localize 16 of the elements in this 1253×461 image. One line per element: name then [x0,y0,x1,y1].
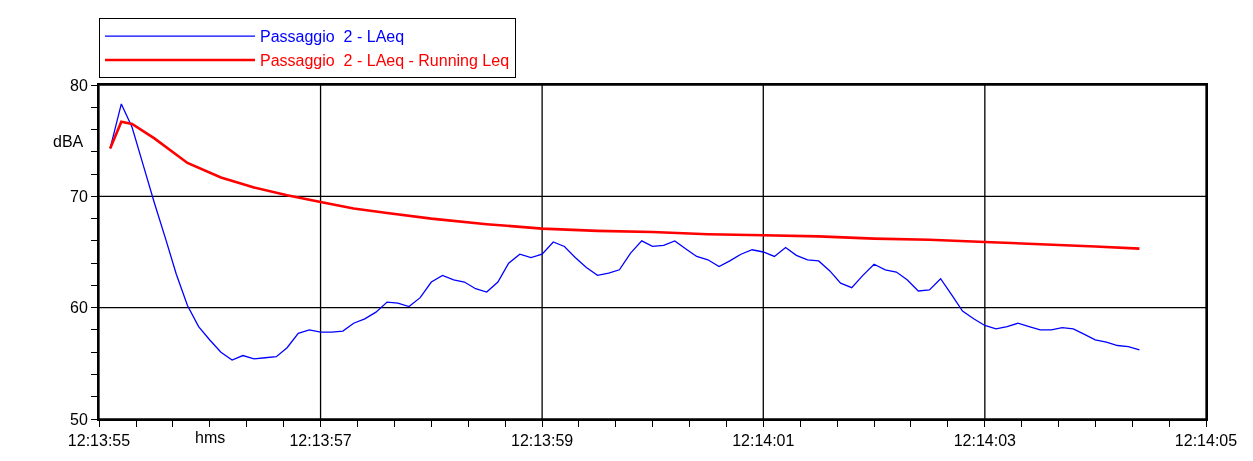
x-tick-label: 12:14:01 [732,432,795,450]
y-tick-label: 50 [70,410,88,428]
y-axis-title: dBA [53,133,84,150]
y-tick-label: 80 [70,76,88,94]
x-tick-label: 12:14:03 [953,432,1017,450]
line-series [109,103,1141,361]
x-axis-title: hms [195,429,226,446]
x-tick-label: 12:13:55 [67,432,131,450]
x-tick-label: 12:13:59 [510,432,574,450]
y-tick-label: 70 [70,187,88,205]
x-tick-label: 12:14:05 [1174,432,1238,450]
text: Passaggio 2 - LAeq [260,28,405,46]
x-tick-label: 12:13:57 [289,432,352,450]
y-tick-label: 60 [70,299,88,317]
line-series [108,120,1141,250]
text: Passaggio 2 - LAeq - Running Leq [260,52,510,70]
